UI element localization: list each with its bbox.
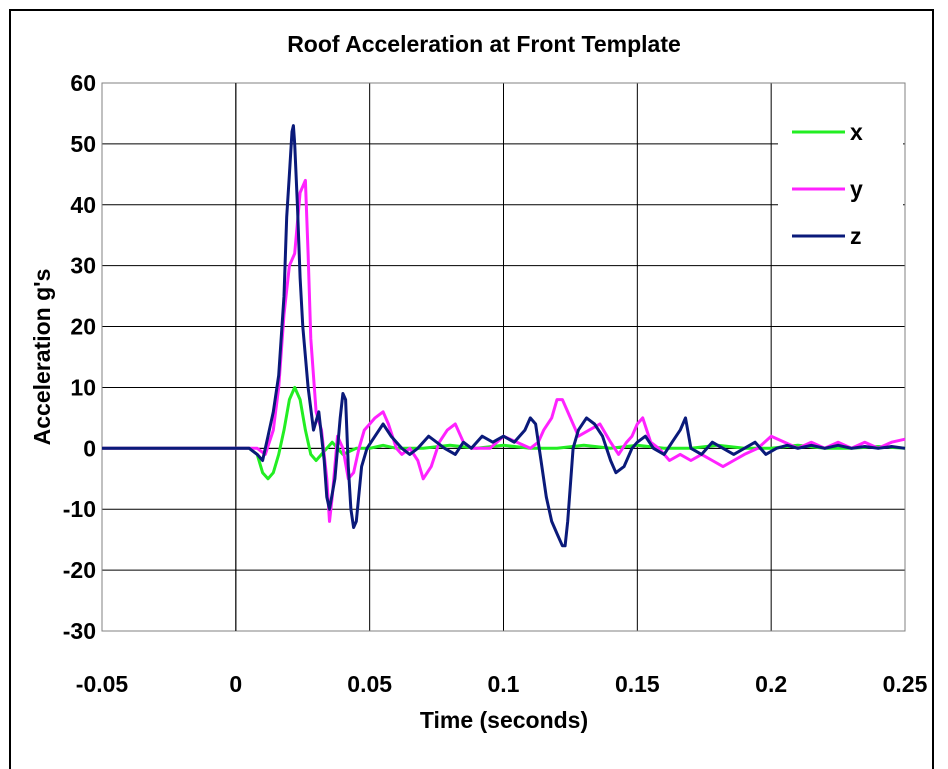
- y-tick-label: 40: [70, 192, 96, 218]
- legend-label-x: x: [850, 119, 863, 145]
- y-axis-label: Acceleration g's: [29, 269, 55, 446]
- y-tick-label: -20: [63, 557, 96, 583]
- x-tick-label: 0.25: [883, 671, 928, 697]
- x-tick-label: 0: [229, 671, 242, 697]
- plot-area: [101, 82, 906, 632]
- x-tick-label: 0.15: [615, 671, 660, 697]
- legend-label-y: y: [850, 176, 863, 202]
- series-line-z: [102, 124, 906, 548]
- x-axis-label: Time (seconds): [420, 707, 588, 733]
- y-tick-label: -10: [63, 496, 96, 522]
- x-tick-label: 0.05: [347, 671, 392, 697]
- x-tick-label: -0.05: [76, 671, 129, 697]
- x-tick-label: 0.2: [755, 671, 787, 697]
- x-tick-label: 0.1: [488, 671, 520, 697]
- y-tick-label: 30: [70, 253, 96, 279]
- series-lines: [102, 124, 906, 548]
- legend-label-z: z: [850, 223, 862, 249]
- y-tick-label: 20: [70, 314, 96, 340]
- y-tick-label: -30: [63, 618, 96, 644]
- y-tick-label: 10: [70, 374, 96, 400]
- chart-title: Roof Acceleration at Front Template: [287, 31, 681, 57]
- y-tick-label: 50: [70, 131, 96, 157]
- legend-box: [778, 110, 903, 252]
- legend: x yz: [778, 110, 903, 252]
- y-tick-labels: -30 -20 -10 0 10 20 30 40 50 60: [63, 70, 96, 644]
- y-tick-label: 60: [70, 70, 96, 96]
- y-tick-label: 0: [83, 435, 96, 461]
- x-tick-labels: -0.05 0 0.05 0.1 0.15 0.2 0.25: [76, 671, 928, 697]
